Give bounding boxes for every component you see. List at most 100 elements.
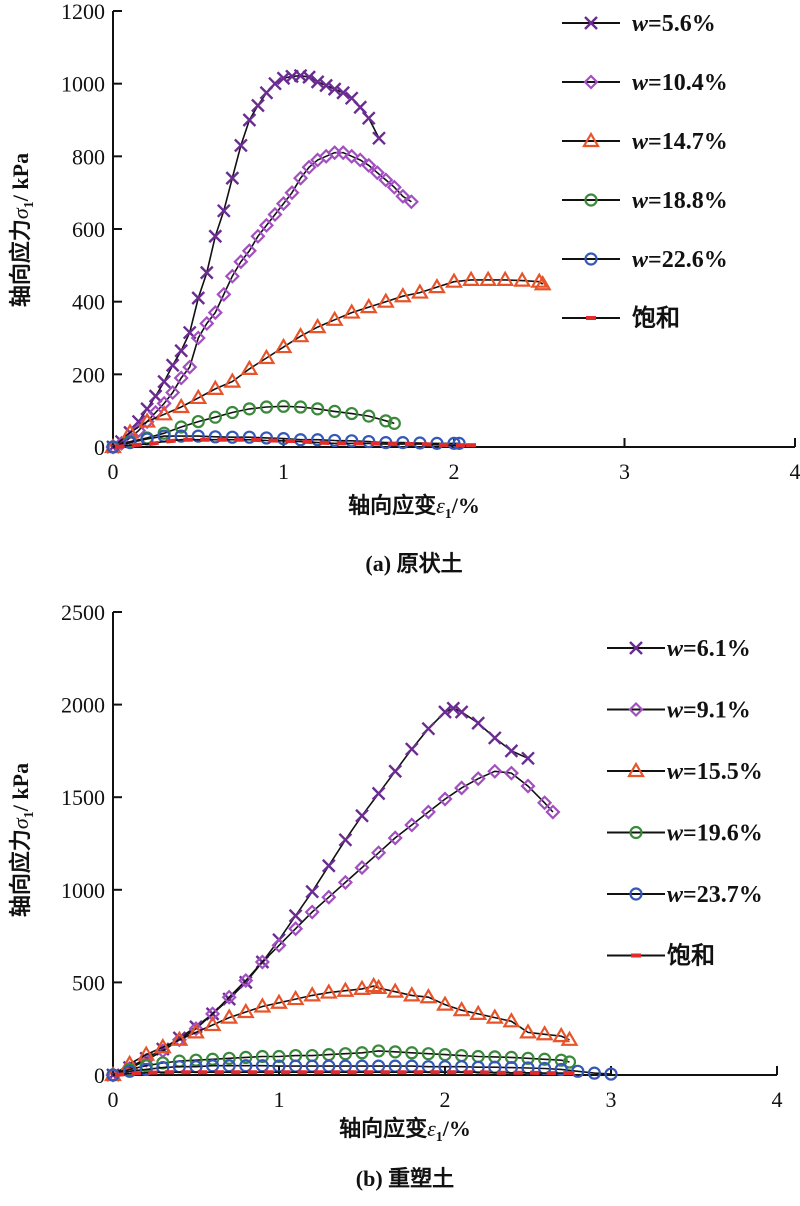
legend-label-variable: w [667,698,684,724]
panel-caption: (b) 重塑土 [356,1166,454,1191]
axis-title-main: 轴向应力 [8,219,33,307]
data-point [259,431,274,445]
data-point [223,372,242,388]
data-point [172,397,191,414]
y-tick-label: 200 [72,362,105,387]
data-point [241,243,257,259]
legend-marker [627,761,645,778]
legend-item: 饱和 [607,943,715,970]
legend-label: w=22.6% [632,247,728,273]
legend-item: w=14.7% [562,129,728,155]
legend-label-value: =14.7% [648,129,728,155]
series-1 [106,701,535,1082]
axis-title-main: 轴向应变 [348,493,436,518]
data-point [462,270,480,286]
data-point [242,113,257,127]
legend-label-variable: w [632,70,649,96]
legend-label-value: =15.5% [683,759,763,785]
legend-marker [629,825,643,840]
data-point [395,188,411,204]
data-point [421,721,436,736]
data-point [338,832,353,847]
legend-label: w=23.7% [667,882,763,908]
legend-item: w=15.5% [607,759,763,785]
data-point [305,884,320,899]
y-axis-title: 轴向应力σ1/ kPa [8,153,37,307]
data-point [216,203,231,218]
data-point [259,400,274,414]
data-point [403,194,419,210]
data-point [267,206,283,223]
legend-marker [629,641,643,655]
data-point [153,1038,172,1054]
data-point [222,1059,236,1073]
y-tick-label: 800 [72,144,105,169]
data-point [155,405,174,421]
data-point [321,858,336,873]
data-point [327,82,342,96]
x-tick-label: 3 [619,459,630,484]
data-point [203,1015,222,1032]
data-point [513,271,532,287]
y-tick-label: 0 [94,1063,105,1088]
data-point [114,1072,125,1077]
x-tick-label: 1 [278,459,289,484]
axis-title-symbol: σ [8,817,33,829]
data-point [328,433,342,448]
data-point [222,1051,236,1065]
data-point [379,414,393,428]
data-point [310,75,325,89]
data-point [225,171,240,185]
data-point [276,399,291,413]
data-point [504,744,519,758]
data-point [369,165,385,181]
data-point [410,283,429,299]
data-point [189,388,208,405]
legend-label-variable: w [667,759,684,785]
data-point [148,389,163,403]
data-point [206,1059,220,1073]
data-point [587,1066,602,1080]
data-point [393,287,412,303]
data-point [554,1062,568,1077]
legend-marker [584,252,598,266]
data-point [438,705,452,719]
data-point [562,1055,577,1069]
data-point [242,430,256,444]
data-point [487,731,502,745]
data-point [446,701,461,716]
axis-title-symbol: ε [427,1116,436,1141]
legend-label: 饱和 [667,943,715,970]
data-point [338,1047,352,1061]
data-point [206,1052,220,1066]
y-tick-label: 1500 [61,785,105,810]
data-point [485,1008,504,1024]
data-point [206,379,225,395]
data-point [190,330,206,346]
data-point [454,705,469,719]
data-point [174,343,189,358]
x-tick-label: 0 [108,1087,119,1112]
data-point [191,414,205,429]
data-point [302,70,316,84]
data-point [131,442,142,448]
data-point [521,751,535,766]
legend-label-value: =22.6% [648,247,728,273]
legend-marker [629,887,643,901]
axis-title-subscript: 1 [445,507,452,522]
x-axis-title: 轴向应变ε1/% [348,493,480,522]
data-point [362,409,376,423]
data-point [236,1002,255,1019]
axis-title-main: 轴向应变 [339,1116,427,1141]
data-point [253,997,272,1013]
data-point [220,1008,239,1024]
data-point [208,410,222,424]
legend-marker [584,16,598,30]
data-point [268,76,282,91]
series-2 [105,763,561,1083]
legend-label-value: =23.7% [683,882,763,908]
data-point [311,402,325,416]
data-point [304,904,320,920]
series-line [112,151,412,448]
data-point [335,145,351,161]
